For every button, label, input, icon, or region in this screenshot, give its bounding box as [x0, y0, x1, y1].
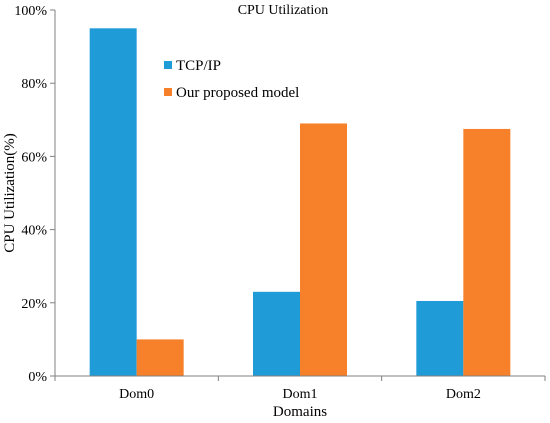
bar-tcp-ip-dom0: [89, 28, 137, 377]
legend-swatch-tcp-ip: [164, 61, 172, 69]
bar-our-proposed-model-dom2: [463, 128, 511, 376]
x-tick-label: Dom2: [446, 387, 481, 402]
x-tick-label: Dom1: [283, 387, 318, 402]
bar-our-proposed-model-dom1: [300, 123, 347, 377]
legend-swatch-our-proposed-model: [164, 88, 172, 96]
y-tick-label: 100%: [14, 4, 47, 19]
x-axis-ticks: Dom0 Dom1 Dom2: [54, 376, 546, 402]
y-tick-label: 0%: [28, 370, 47, 385]
x-tick-label: Dom0: [119, 387, 154, 402]
y-tick-label: 20%: [21, 297, 47, 312]
legend: TCP/IP Our proposed model: [164, 58, 299, 101]
y-tick-label: 60%: [21, 150, 47, 165]
bar-our-proposed-model-dom0: [136, 339, 184, 376]
y-tick-label: 40%: [21, 224, 47, 239]
bar-tcp-ip-dom1: [253, 291, 300, 376]
legend-label-our-proposed-model: Our proposed model: [176, 85, 299, 101]
y-tick-label: 80%: [21, 77, 47, 92]
bar-tcp-ip-dom2: [416, 300, 464, 376]
bars-group: [89, 28, 511, 377]
legend-label-tcp-ip: TCP/IP: [176, 58, 221, 74]
chart-title: CPU Utilization: [238, 3, 329, 18]
x-axis-label: Domains: [273, 404, 327, 420]
y-axis-ticks: 0% 20% 40% 60% 80% 100%: [14, 4, 55, 385]
y-axis-label: CPU Utilization(%): [2, 133, 18, 253]
